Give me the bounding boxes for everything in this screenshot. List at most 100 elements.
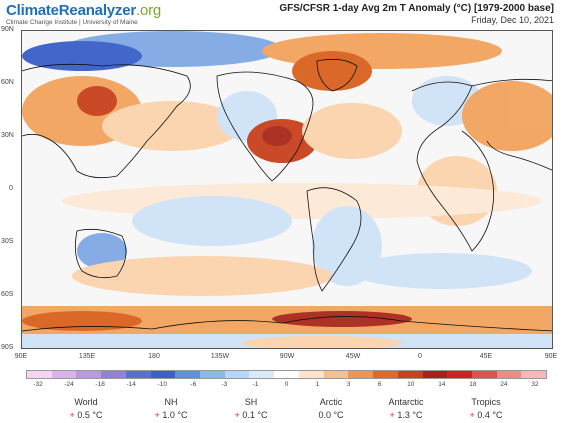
anomaly-southern-blue (352, 253, 532, 289)
colorbar-swatch (348, 371, 374, 378)
lat-label-90s: 90S (1, 344, 14, 351)
coastlines (22, 58, 552, 332)
colorbar-swatch (200, 371, 225, 378)
colorbar-swatch (422, 371, 448, 378)
colorbar-swatch (323, 371, 349, 378)
colorbar-swatch (471, 371, 497, 378)
colorbar-swatch (175, 371, 201, 378)
stat-nh-value: + 1.0 °C (154, 410, 188, 420)
lon-label-45w: 45W (345, 353, 361, 360)
colorbar-swatch (224, 371, 250, 378)
lon-label-45e: 45E (479, 353, 493, 360)
anomaly-antarctic-darkred (272, 311, 412, 327)
anomaly-asia-red (77, 86, 117, 116)
colorbar-tick-label: -32 (33, 381, 43, 388)
coast-greenland (316, 58, 358, 92)
colorbar-swatch (496, 371, 522, 378)
colorbar-tick-label: 14 (438, 381, 446, 388)
colorbar-tick-label: 10 (407, 381, 415, 388)
anomaly-southern-orange (72, 256, 332, 296)
coast-north-america (216, 71, 314, 182)
stat-antarctic-sign: + (389, 410, 395, 420)
stat-nh-name: NH (164, 397, 178, 407)
anomaly-pacific-orange (102, 101, 242, 151)
coast-antarctica (22, 316, 552, 332)
colorbar-tick-label: 3 (346, 381, 351, 388)
colorbar-tick-label: -18 (95, 381, 105, 388)
colorbar (26, 370, 547, 379)
stat-tropics-name: Tropics (471, 397, 501, 407)
colorbar-tick-label: -1 (252, 381, 259, 388)
colorbar-swatch (274, 371, 299, 378)
coast-europe-africa (411, 81, 495, 252)
stat-antarctic-name: Antarctic (388, 397, 424, 407)
anomaly-tropics-lightorange (62, 183, 542, 219)
colorbar-tick-label: 1 (315, 381, 320, 388)
colorbar-tick-label: 24 (500, 381, 508, 388)
lat-label-60n: 60N (1, 79, 14, 86)
logo-part-org: .org (136, 2, 162, 19)
lon-label-90w: 90W (279, 353, 295, 360)
lat-label-90n: 90N (1, 26, 14, 33)
stat-arctic: Arctic 0.0 °C (296, 397, 366, 420)
colorbar-swatch (397, 371, 423, 378)
stat-sh: SH + 0.1 °C (216, 397, 286, 420)
colorbar-swatch (150, 371, 176, 378)
stat-world-sign: + (69, 410, 75, 420)
stat-world: World + 0.5 °C (51, 397, 121, 420)
stat-sh-name: SH (244, 397, 258, 407)
logo-part-climate: Climate (6, 2, 59, 19)
colorbar-swatch (76, 371, 102, 378)
colorbar-tick-label: 6 (377, 381, 382, 388)
anomaly-pacific-blue (132, 196, 292, 246)
stat-tropics-sign: + (469, 410, 475, 420)
colorbar-swatch (373, 371, 398, 378)
site-logo[interactable]: ClimateReanalyzer.org (6, 3, 161, 19)
anomaly-siberia-blue (22, 41, 142, 71)
colorbar-swatch (521, 371, 547, 378)
anomaly-greenland-orange (292, 51, 372, 91)
lat-label-30s: 30S (1, 238, 14, 245)
stat-arctic-name: Arctic (319, 397, 343, 407)
stat-arctic-value: 0.0 °C (318, 410, 344, 420)
lon-label-0: 0 (418, 353, 422, 360)
colorbar-swatch (125, 371, 151, 378)
coast-eurasia-east (471, 78, 552, 171)
org-subtitle: Climate Change Institute | University of… (6, 19, 138, 26)
lon-label-180: 180 (148, 353, 160, 360)
colorbar-tick-label: -10 (157, 381, 167, 388)
anomaly-australia-blue (77, 233, 127, 269)
colorbar-tick-label: 32 (531, 381, 539, 388)
colorbar-tick-label: -14 (126, 381, 136, 388)
colorbar-tick-label: -6 (190, 381, 197, 388)
logo-part-reanalyzer: Reanalyzer (58, 2, 137, 19)
map-date: Friday, Dec 10, 2021 (471, 15, 554, 25)
stat-antarctic: Antarctic + 1.3 °C (371, 397, 441, 420)
anomaly-antarctic-red (22, 311, 142, 331)
colorbar-swatch (101, 371, 126, 378)
coast-south-america (306, 187, 362, 292)
anomaly-atlantic-orange (302, 103, 402, 159)
colorbar-tick-label: -24 (64, 381, 74, 388)
stat-world-value: + 0.5 °C (69, 410, 103, 420)
coast-asia (22, 63, 191, 179)
lon-label-90e-east: 90E (544, 353, 558, 360)
anomaly-us-darkred (262, 126, 292, 146)
anomaly-map (21, 30, 553, 349)
colorbar-swatch (249, 371, 275, 378)
colorbar-ticks: -32 -24 -18 -14 -10 -6 -3 -1 0 1 3 6 10 14 18 24 32 (26, 381, 547, 391)
colorbar-tick-label: 0 (284, 381, 289, 388)
map-title: GFS/CFSR 1-day Avg 2m T Anomaly (°C) [19… (279, 3, 554, 14)
stat-tropics-value: + 0.4 °C (469, 410, 503, 420)
coast-australia (74, 228, 127, 279)
lat-label-30n: 30N (1, 132, 14, 139)
stat-antarctic-value: + 1.3 °C (389, 410, 423, 420)
anomaly-south-pole-orange (242, 336, 402, 348)
stat-tropics: Tropics + 0.4 °C (451, 397, 521, 420)
lat-label-60s: 60S (1, 291, 14, 298)
lon-label-90e-west: 90E (14, 353, 28, 360)
colorbar-swatch (51, 371, 77, 378)
colorbar-swatch (27, 371, 52, 378)
stat-world-name: World (74, 397, 98, 407)
stat-nh: NH + 1.0 °C (136, 397, 206, 420)
